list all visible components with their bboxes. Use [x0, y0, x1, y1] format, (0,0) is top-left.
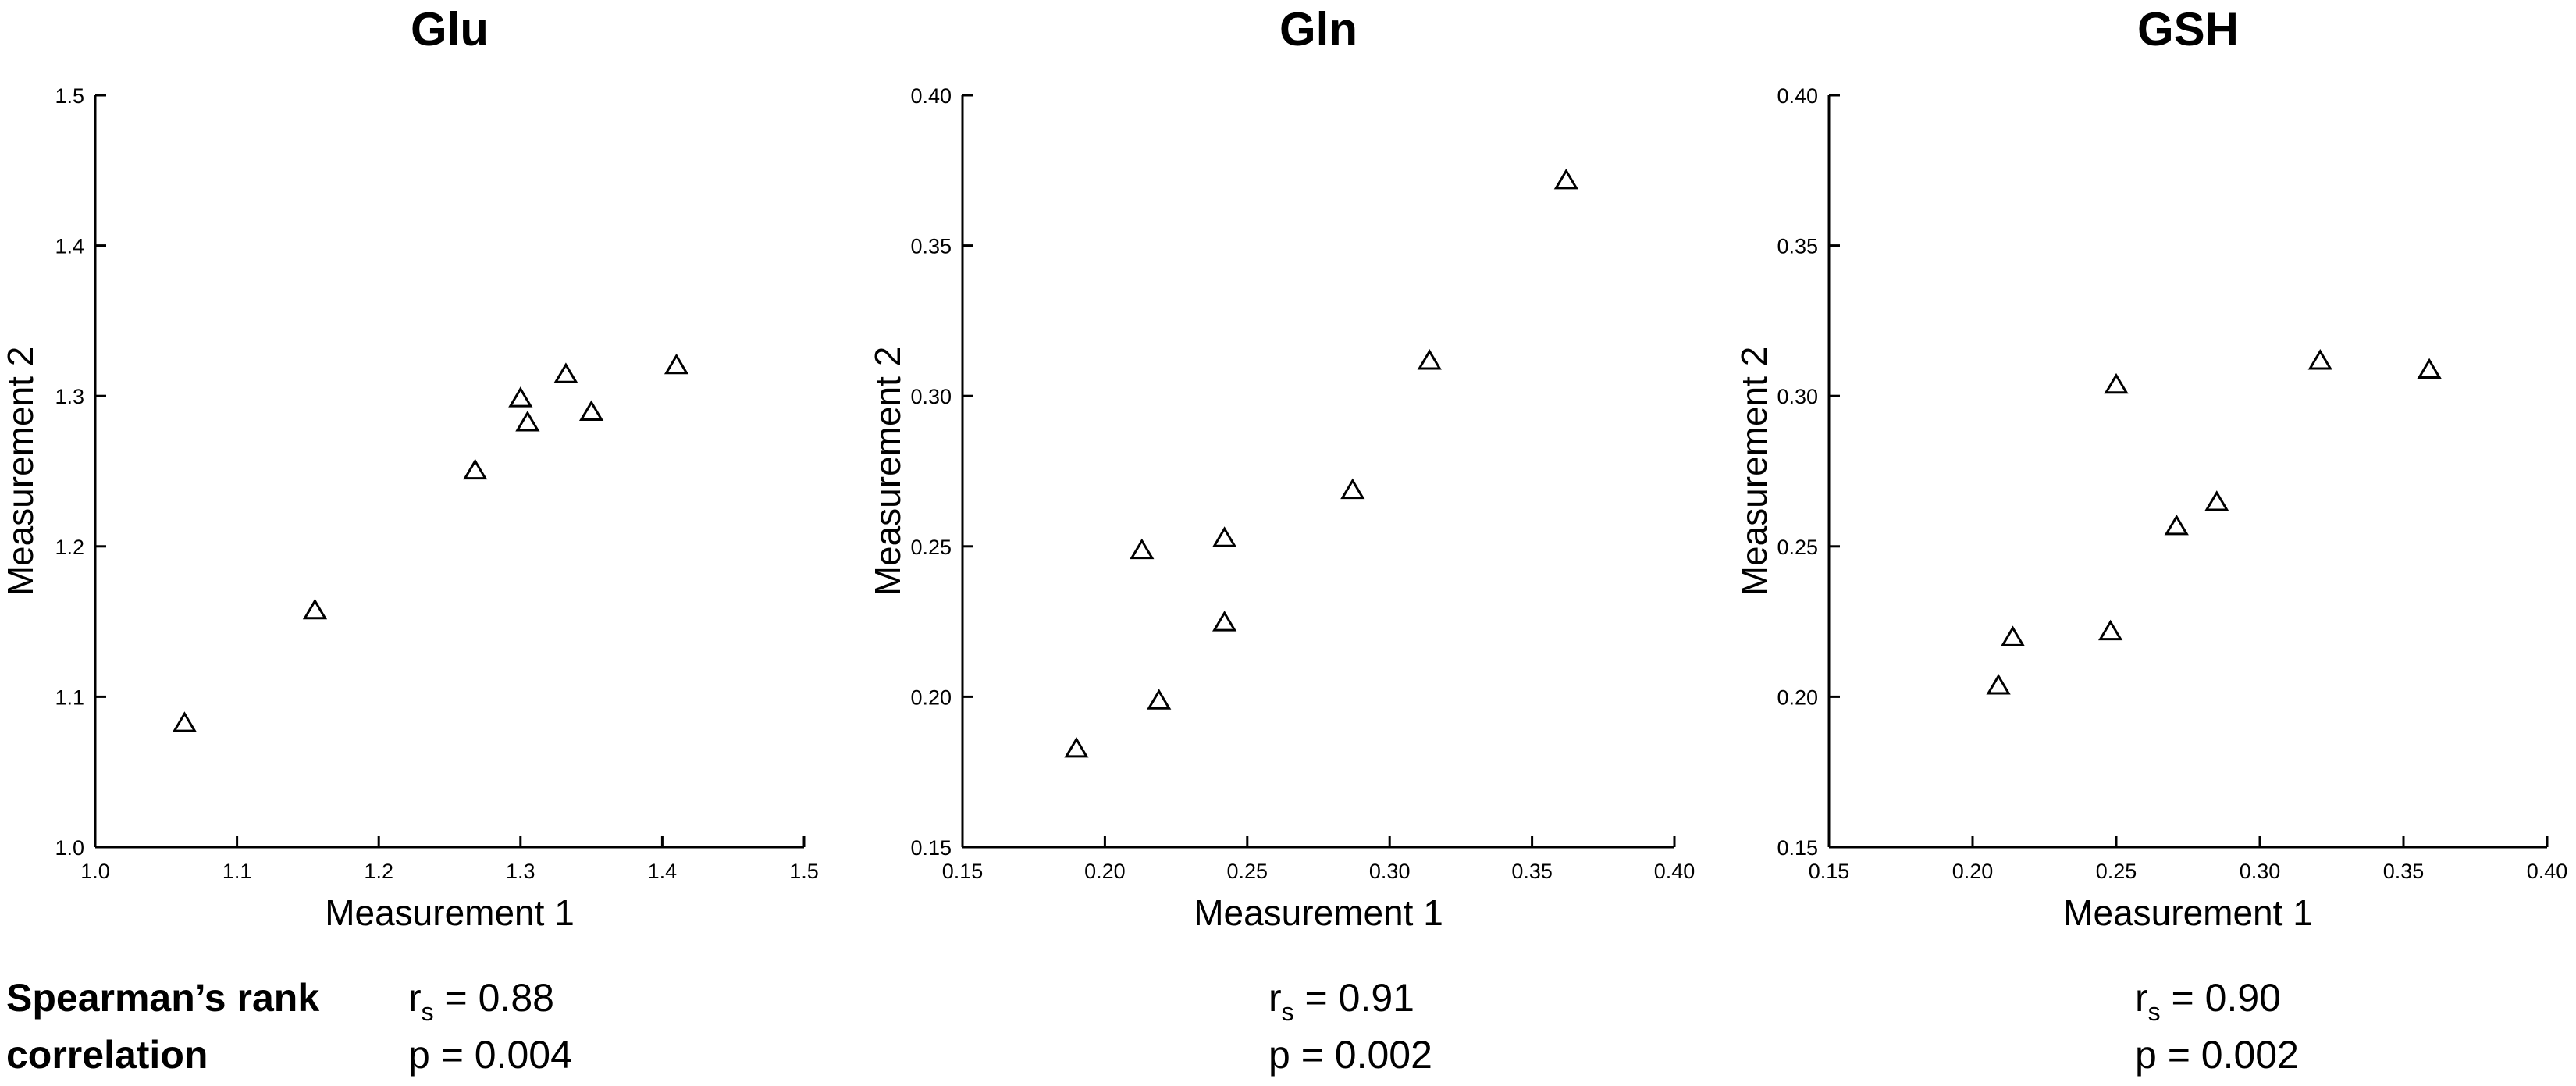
y-tick-label: 1.5	[55, 84, 84, 108]
y-axis-label: Measurement 2	[0, 347, 41, 596]
x-tick-label: 1.4	[648, 860, 678, 883]
x-tick-label: 0.35	[1511, 860, 1553, 883]
data-point	[302, 598, 328, 620]
panel-title: Gln	[1279, 3, 1357, 55]
x-tick-label: 0.20	[1952, 860, 1994, 883]
x-tick-label: 1.3	[506, 860, 535, 883]
data-point	[664, 353, 689, 375]
y-tick-label: 0.25	[910, 536, 952, 559]
x-tick-label: 1.1	[222, 860, 252, 883]
y-tick-label: 1.2	[55, 536, 84, 559]
stat-r: rs = 0.91	[1268, 976, 1414, 1026]
y-axis-label: Measurement 2	[1734, 347, 1774, 596]
y-tick-label: 0.35	[910, 235, 952, 258]
data-point	[2307, 349, 2332, 370]
data-point	[463, 458, 488, 480]
data-point	[1130, 538, 1155, 560]
panels: Glu 1.0 1.1 1.2 1.3 1.4 1.5 1.0 1.1 1.2 1.3 1.4 1.5 M…	[0, 3, 2567, 1077]
panel-gln: Gln 0.15 0.20 0.25 0.30 0.35 0.40 0.15 0.20 0.25 0…	[867, 3, 1695, 1077]
x-tick-label: 0.25	[1227, 860, 1268, 883]
x-tick-label: 0.40	[2527, 860, 2568, 883]
x-axis-label: Measurement 1	[325, 892, 575, 933]
x-tick-label: 0.30	[2240, 860, 2281, 883]
y-tick-label: 0.15	[910, 836, 952, 860]
x-tick-label: 0.15	[1809, 860, 1850, 883]
stat-r: rs = 0.88	[408, 976, 554, 1026]
data-point	[1417, 349, 1442, 370]
y-tick-label: 0.40	[1777, 84, 1818, 108]
data-point	[2000, 625, 2026, 646]
y-tick-label: 0.30	[910, 385, 952, 408]
data-point	[2417, 358, 2442, 379]
stat-p: p = 0.004	[408, 1033, 572, 1077]
y-tick-label: 1.1	[55, 685, 84, 709]
y-tick-label: 1.4	[55, 235, 84, 258]
x-tick-label: 0.25	[2096, 860, 2137, 883]
y-tick-label: 0.20	[910, 685, 952, 709]
spearman-label-line1: Spearman’s rank	[6, 976, 319, 1020]
y-tick-label: 1.3	[55, 385, 84, 408]
data-point	[2104, 372, 2129, 394]
data-point	[553, 362, 578, 383]
y-tick-label: 0.15	[1777, 836, 1818, 860]
data-point	[2204, 490, 2229, 511]
y-tick-label: 0.35	[1777, 235, 1818, 258]
x-axis-label: Measurement 1	[1194, 892, 1443, 933]
data-point	[172, 711, 197, 732]
data-point	[1212, 611, 1237, 632]
panel-title: Glu	[411, 3, 489, 55]
panel-title: GSH	[2137, 3, 2239, 55]
x-tick-label: 0.20	[1084, 860, 1126, 883]
panel-glu: Glu 1.0 1.1 1.2 1.3 1.4 1.5 1.0 1.1 1.2 1.3 1.4 1.5 M…	[0, 3, 819, 1077]
x-tick-label: 0.35	[2383, 860, 2425, 883]
x-axis-label: Measurement 1	[2063, 892, 2313, 933]
stat-p: p = 0.002	[1268, 1033, 1432, 1077]
y-axis-label: Measurement 2	[867, 347, 908, 596]
data-point	[578, 400, 604, 421]
data-point	[1553, 168, 1579, 190]
data-point	[2164, 514, 2189, 536]
data-point	[1147, 689, 1172, 710]
y-tick-label: 0.30	[1777, 385, 1818, 408]
x-tick-label: 0.15	[942, 860, 984, 883]
panel-gsh: GSH 0.15 0.20 0.25 0.30 0.35 0.40 0.15 0.20 0.25 0…	[1734, 3, 2567, 1077]
stats-footer: Spearman’s rank correlation	[6, 976, 319, 1077]
y-tick-label: 0.20	[1777, 685, 1818, 709]
data-point	[1064, 736, 1089, 758]
y-tick-label: 1.0	[55, 836, 84, 860]
y-tick-label: 0.40	[910, 84, 952, 108]
data-point	[1340, 478, 1365, 500]
data-point	[1212, 526, 1237, 547]
data-point	[515, 410, 540, 432]
stat-r: rs = 0.90	[2135, 976, 2281, 1026]
x-tick-label: 0.40	[1654, 860, 1695, 883]
data-point	[2098, 619, 2123, 641]
spearman-label-line2: correlation	[6, 1033, 208, 1077]
x-tick-label: 0.30	[1369, 860, 1411, 883]
data-point	[1986, 674, 2011, 695]
data-point	[508, 386, 533, 408]
x-tick-label: 1.2	[364, 860, 393, 883]
stat-p: p = 0.002	[2135, 1033, 2299, 1077]
y-tick-label: 0.25	[1777, 536, 1818, 559]
x-tick-label: 1.0	[80, 860, 110, 883]
x-tick-label: 1.5	[789, 860, 819, 883]
